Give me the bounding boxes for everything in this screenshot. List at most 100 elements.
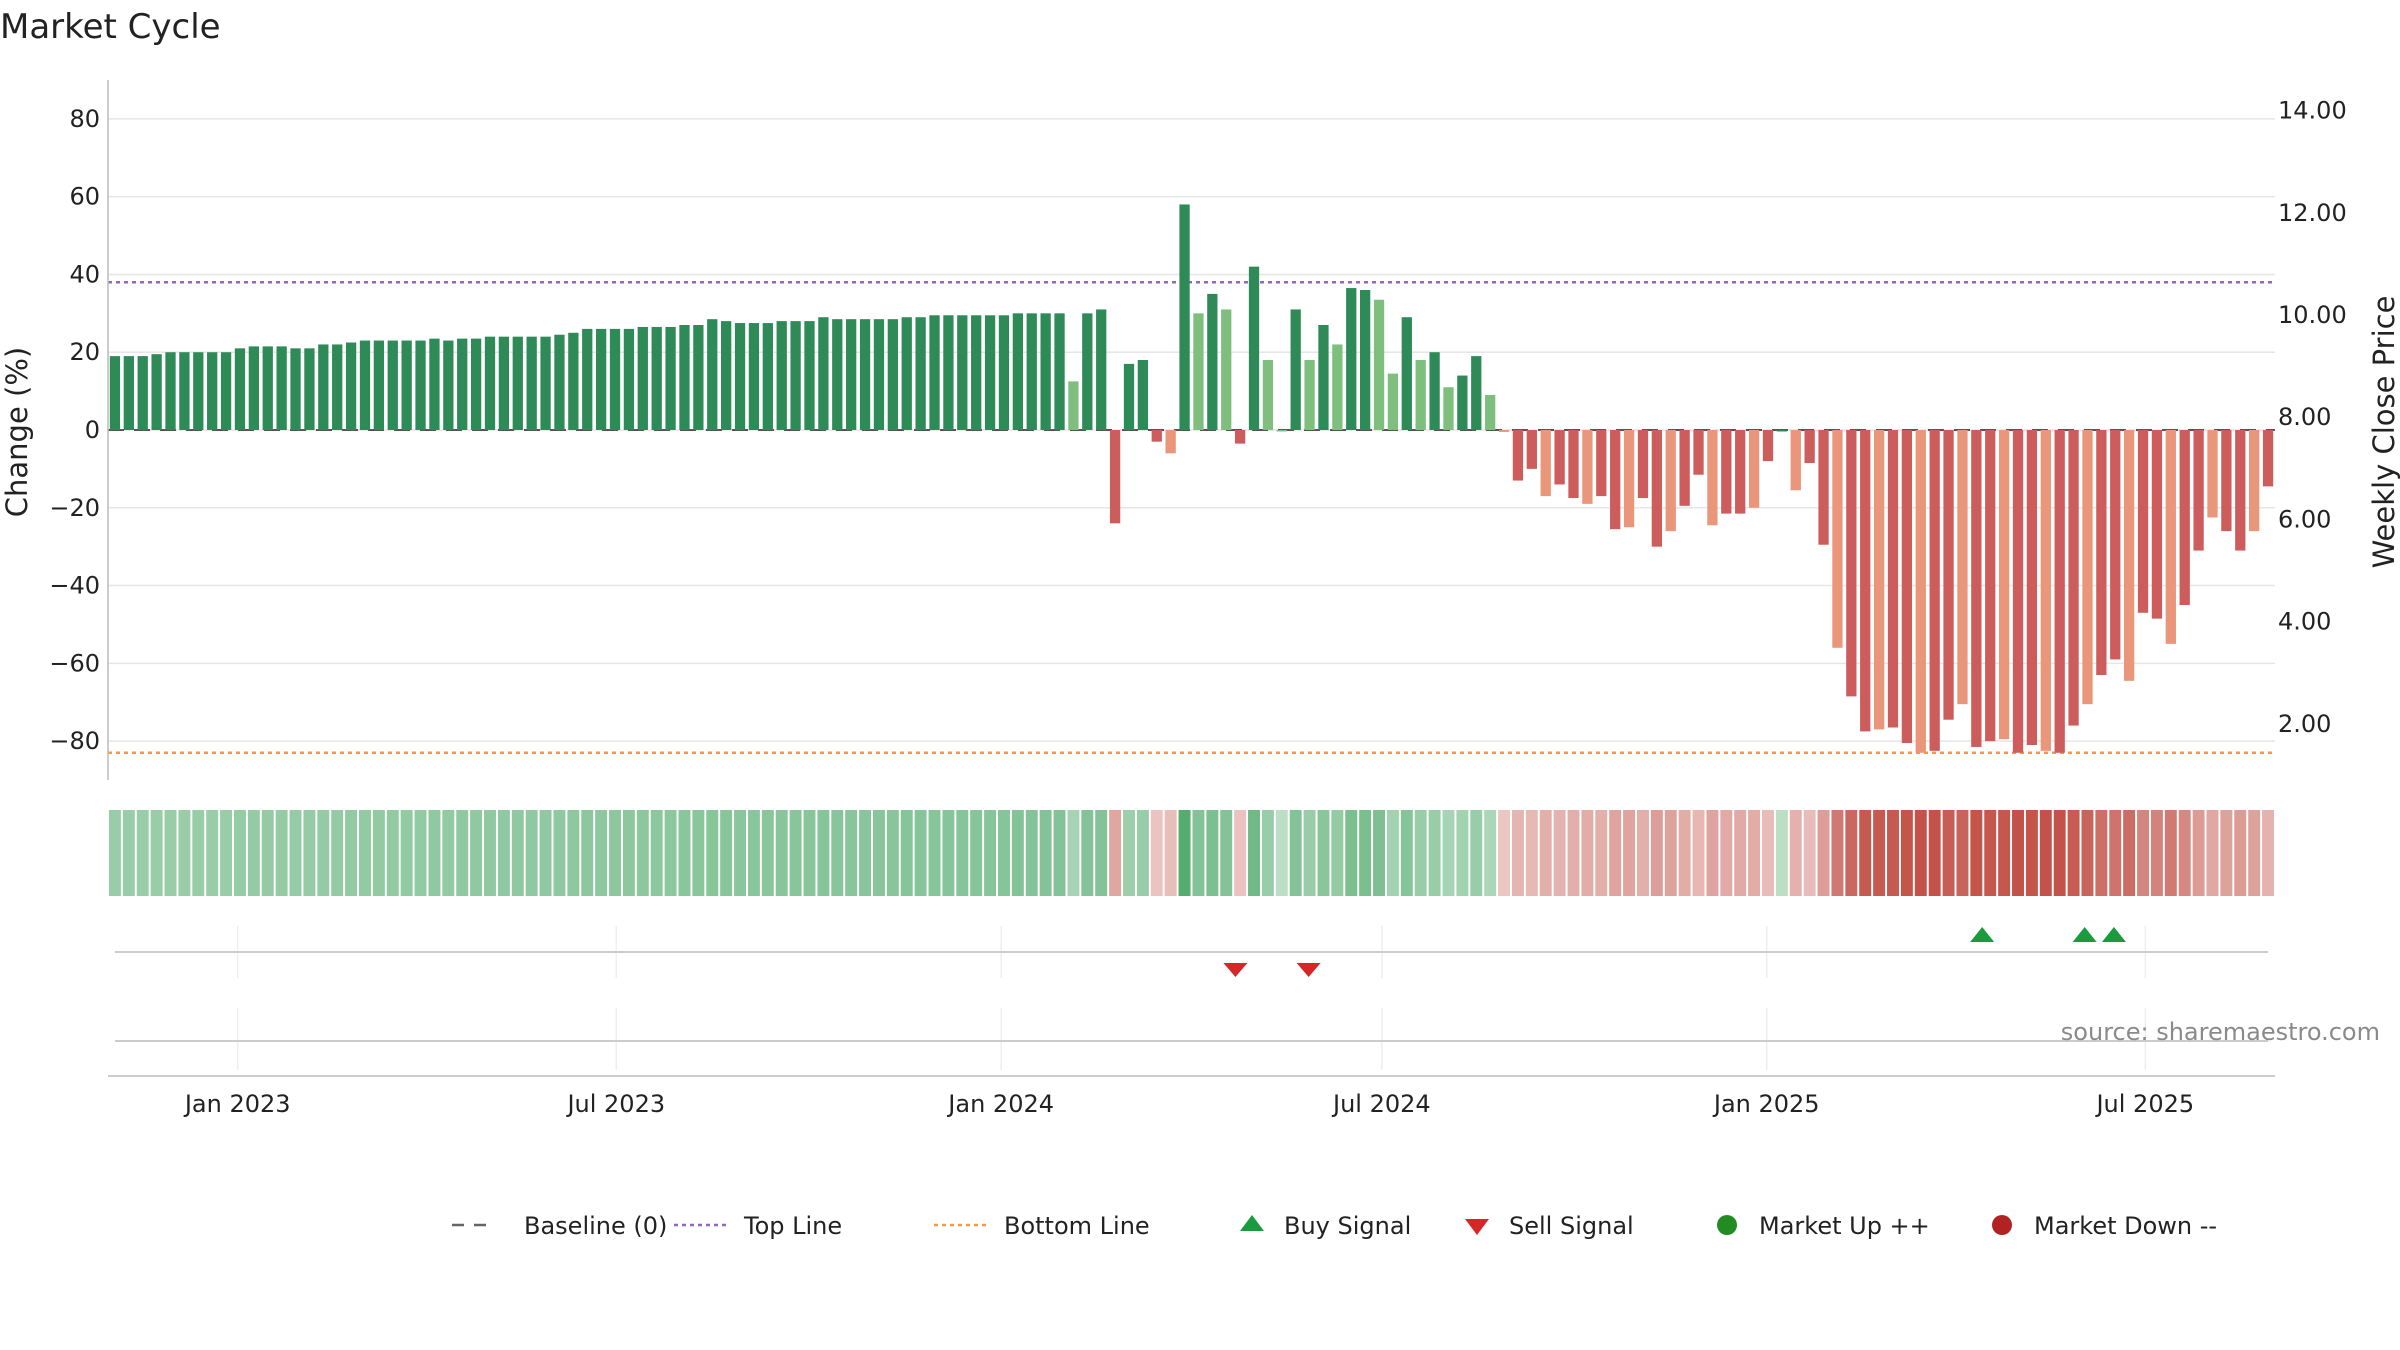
chart-title: Market Cycle	[0, 7, 221, 47]
change-bar	[2179, 430, 2190, 605]
change-bar	[1498, 430, 1510, 432]
sell-signal-marker	[1223, 963, 1248, 977]
strip-cell	[1261, 810, 1274, 896]
change-bar	[526, 336, 537, 430]
change-bar	[1582, 430, 1593, 504]
strip-cell	[2012, 810, 2024, 896]
change-bar	[1762, 430, 1774, 462]
change-bar	[1735, 430, 1746, 514]
strip-cell	[456, 810, 469, 896]
legend-label: Market Down --	[2034, 1212, 2217, 1240]
strip-cell	[136, 810, 149, 896]
strip-cell	[1011, 810, 1024, 896]
strip-cell	[831, 810, 844, 896]
change-bar	[109, 356, 121, 430]
legend-item: Bottom Line	[934, 1212, 1150, 1240]
change-bar	[248, 346, 259, 430]
strip-cell	[1303, 810, 1316, 896]
y-tick-label: 0	[85, 416, 100, 444]
strip-cell	[1150, 810, 1163, 896]
change-bar	[2151, 430, 2163, 619]
strip-cell	[1192, 810, 1205, 896]
strip-cell	[2081, 810, 2094, 896]
change-bar	[2235, 430, 2246, 551]
change-bar	[1873, 430, 1885, 730]
change-bar	[179, 352, 190, 430]
change-bar	[1540, 430, 1551, 497]
change-bar	[1818, 430, 1829, 545]
strip-cell	[386, 810, 399, 896]
change-bar	[304, 348, 315, 430]
strip-cell	[747, 810, 760, 896]
source-note: source: sharemaestro.com	[2061, 1018, 2380, 1046]
strip-cell	[1984, 810, 1997, 896]
market-panel	[115, 1008, 2268, 1070]
strip-cell	[511, 810, 524, 896]
change-bar	[165, 352, 176, 430]
change-bar	[1012, 313, 1024, 430]
change-bar	[679, 325, 690, 430]
x-tick-label: Jul 2024	[1331, 1090, 1431, 1118]
strip-cell	[900, 810, 913, 896]
change-bar	[1568, 430, 1579, 499]
change-bar	[443, 340, 454, 430]
strip-cell	[122, 810, 135, 896]
change-bar	[1596, 430, 1607, 497]
strip-cell	[1039, 810, 1052, 896]
legend-label: Market Up ++	[1759, 1212, 1930, 1240]
legend-sell-icon	[1465, 1219, 1489, 1235]
strip-cell	[761, 810, 774, 896]
legend-label: Buy Signal	[1284, 1212, 1411, 1240]
strip-cell	[2220, 810, 2233, 896]
left-y-axis: 80 60 40 20 0 −20 −40 −60 −80	[49, 80, 109, 780]
change-bar	[609, 328, 621, 430]
strip-cell	[1095, 810, 1108, 896]
change-bar	[1665, 430, 1676, 532]
change-bar	[2012, 430, 2024, 753]
change-bar	[1054, 313, 1065, 430]
strip-cell	[2025, 810, 2038, 896]
strip-cell	[275, 810, 288, 896]
change-bar	[1929, 430, 1940, 751]
change-bar	[276, 346, 287, 430]
signal-panel	[115, 926, 2268, 978]
change-bar	[1971, 430, 1982, 747]
strip-cell	[1650, 810, 1663, 896]
x-tick-label: Jan 2025	[1712, 1090, 1820, 1118]
strip-cell	[428, 810, 441, 896]
change-bar	[1790, 430, 1801, 491]
change-bar	[776, 321, 787, 430]
strip-cell	[636, 810, 649, 896]
strip-cell	[2123, 810, 2136, 896]
legend-item: Market Down --	[1992, 1212, 2217, 1240]
strip-cell	[1248, 810, 1260, 896]
legend-dot-icon	[1717, 1215, 1737, 1235]
strip-cell	[609, 810, 621, 896]
change-bar	[734, 323, 746, 430]
strip-cell	[1053, 810, 1066, 896]
strip-cell	[317, 810, 330, 896]
change-bar	[401, 340, 412, 430]
change-bar	[1151, 430, 1162, 442]
change-bar	[1332, 344, 1343, 430]
strip-cell	[1220, 810, 1233, 896]
strip-cell	[1164, 810, 1177, 896]
change-bar	[1721, 430, 1732, 514]
legend-item: Buy Signal	[1240, 1212, 1411, 1240]
change-bar	[929, 315, 940, 430]
change-bar	[1123, 363, 1135, 430]
change-bar	[2110, 430, 2121, 660]
strip-cell	[1775, 810, 1788, 896]
strip-cell	[1789, 810, 1802, 896]
y-right-tick-label: 10.00	[2278, 301, 2347, 329]
cycle-heat-strip	[108, 810, 2275, 896]
buy-signal-marker	[2072, 927, 2097, 942]
change-bar	[554, 334, 565, 430]
strip-cell	[539, 810, 552, 896]
strip-cell	[789, 810, 802, 896]
y-right-tick-label: 6.00	[2278, 505, 2331, 533]
change-bar	[1637, 430, 1649, 499]
y-tick-label: 40	[69, 260, 100, 288]
strip-cell	[1873, 810, 1886, 896]
change-bar	[2193, 430, 2204, 551]
